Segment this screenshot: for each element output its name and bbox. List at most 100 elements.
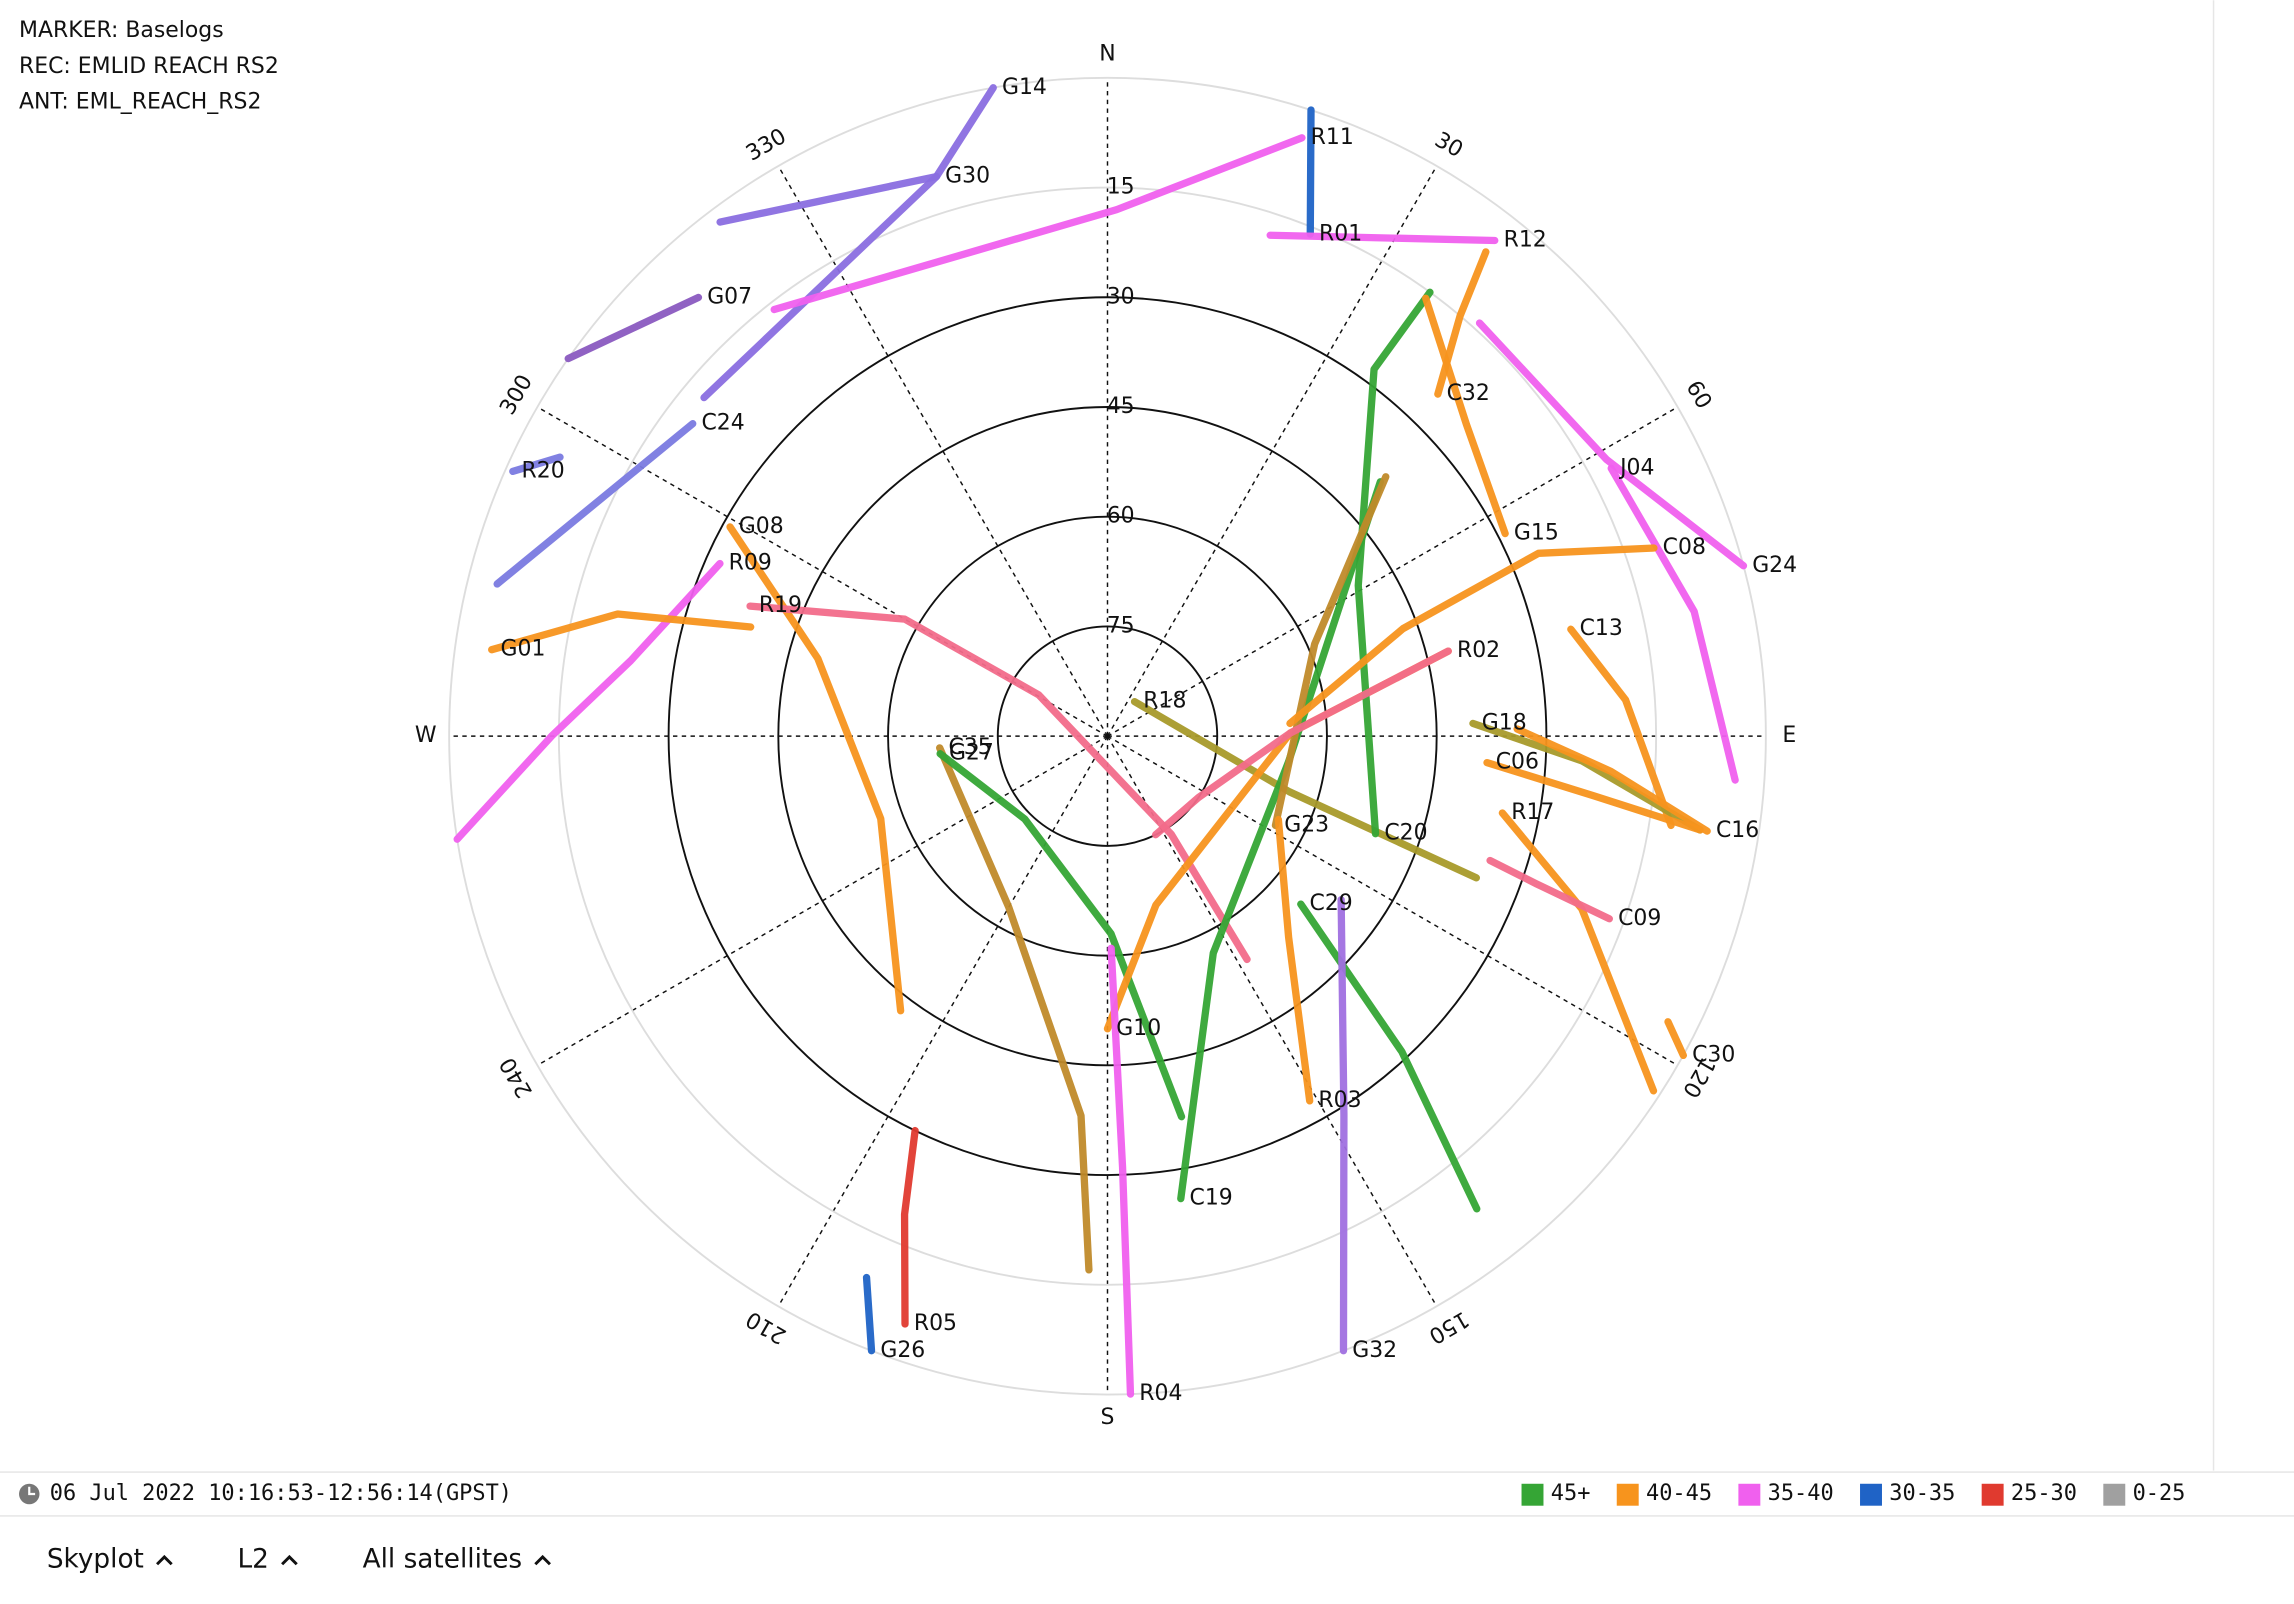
satellite-track — [453, 559, 724, 843]
elevation-ring — [667, 296, 1548, 1177]
satellite-track — [1664, 1018, 1687, 1060]
satellite-track — [700, 84, 997, 402]
satellite-label: G27 — [949, 741, 994, 766]
dropdown-label[interactable]: All satellites — [363, 1544, 523, 1574]
azimuth-label: E — [1782, 723, 1796, 748]
azimuth-label: 30 — [1430, 128, 1467, 164]
satellite-track — [1107, 944, 1135, 1398]
satellite-track — [936, 750, 1186, 1121]
satellite-label: R09 — [729, 551, 772, 576]
azimuth-label: S — [1101, 1405, 1115, 1430]
satellite-label: C29 — [1310, 891, 1353, 916]
satellite-label: R05 — [914, 1311, 957, 1336]
satellite-track — [488, 610, 755, 654]
satellite-label: R02 — [1457, 638, 1500, 663]
satellite-track — [746, 602, 1251, 964]
satellite-label: C09 — [1618, 906, 1661, 931]
satellite-label: R19 — [759, 593, 802, 618]
satellite-track — [509, 453, 564, 476]
legend-swatch — [1521, 1483, 1544, 1506]
dropdown[interactable]: Skyplot — [47, 1544, 173, 1574]
azimuth-label: 150 — [1424, 1306, 1473, 1349]
legend-label: 45+ — [1551, 1481, 1591, 1506]
azimuth-label: 60 — [1681, 377, 1717, 414]
satellite-track — [1475, 319, 1748, 570]
satellite-label: R01 — [1319, 221, 1362, 246]
legend-label: 30-35 — [1889, 1481, 1955, 1506]
satellite-track — [1177, 478, 1385, 1203]
satellite-label: G24 — [1752, 553, 1797, 578]
satellite-track — [1337, 896, 1348, 1355]
satellite-label: C08 — [1663, 535, 1706, 560]
chevron[interactable] — [534, 1554, 551, 1566]
satellite-track — [1274, 815, 1314, 1105]
legend-swatch — [1738, 1483, 1761, 1506]
satellite-label: R04 — [1139, 1381, 1182, 1406]
satellite-label: C19 — [1190, 1186, 1233, 1211]
satellite-label: C20 — [1384, 821, 1427, 846]
dropdown[interactable]: L2 — [238, 1544, 298, 1574]
satellite-label: C06 — [1496, 750, 1539, 775]
clock-icon — [19, 1483, 40, 1505]
satellite-label: R12 — [1504, 227, 1547, 252]
dropdown-label[interactable]: Skyplot — [47, 1544, 144, 1574]
satellite-track — [493, 420, 697, 588]
legend-label: 35-40 — [1768, 1481, 1834, 1506]
satellite-label: G18 — [1482, 710, 1527, 735]
horizon-circle — [448, 76, 1767, 1396]
header-line: MARKER: Baselogs — [19, 18, 224, 43]
satellite-label: C35 — [948, 735, 991, 760]
satellite-label: G15 — [1514, 521, 1559, 546]
satellite-label: C24 — [701, 411, 744, 436]
satellite-label: G01 — [501, 637, 546, 662]
satellite-track — [1483, 758, 1704, 834]
chevron[interactable] — [156, 1554, 173, 1566]
legend-label: 25-30 — [2011, 1481, 2077, 1506]
legend-swatch — [1860, 1483, 1882, 1506]
legend-swatch — [1616, 1483, 1639, 1506]
satellite-label: R18 — [1143, 689, 1186, 714]
satellite-track — [1607, 464, 1739, 784]
satellite-label: C16 — [1716, 818, 1759, 843]
satellite-track — [1354, 288, 1434, 838]
satellite-label: R03 — [1318, 1088, 1361, 1113]
elevation-label: 45 — [1107, 394, 1135, 419]
time-range: 06 Jul 2022 10:16:53-12:56:14(GPST) — [50, 1481, 512, 1506]
chevron[interactable] — [281, 1554, 298, 1566]
satellite-track — [564, 293, 703, 363]
dropdown-label[interactable]: L2 — [238, 1544, 269, 1574]
azimuth-label: W — [415, 723, 437, 748]
satellite-track — [1567, 625, 1675, 830]
satellite-label: R17 — [1511, 800, 1554, 825]
satellite-label: G10 — [1116, 1016, 1161, 1041]
legend-label: 0-25 — [2133, 1481, 2186, 1506]
satellite-track — [1151, 647, 1452, 839]
satellite-track — [716, 172, 941, 226]
satellite-label: C13 — [1580, 616, 1623, 641]
header-line: REC: EMLID REACH RS2 — [19, 54, 279, 79]
satellite-track — [1286, 544, 1658, 728]
azimuth-label: 210 — [742, 1306, 791, 1349]
satellite-track — [936, 744, 1093, 1274]
elevation-label: 15 — [1107, 175, 1135, 200]
elevation-label: 75 — [1107, 613, 1135, 638]
satellite-label: G23 — [1284, 812, 1329, 837]
dropdown[interactable]: All satellites — [363, 1544, 551, 1574]
satellite-label: G32 — [1352, 1338, 1397, 1363]
satellite-label: J04 — [1618, 455, 1654, 480]
satellite-track — [1513, 725, 1711, 835]
satellite-track — [1498, 809, 1658, 1095]
satellite-label: G30 — [945, 164, 990, 189]
satellite-label: C30 — [1692, 1042, 1735, 1067]
satellite-label: G26 — [880, 1338, 925, 1363]
satellite-track — [1306, 106, 1315, 238]
satellite-track — [862, 1273, 876, 1355]
satellite-label: G14 — [1002, 75, 1047, 100]
legend-label: 40-45 — [1646, 1481, 1712, 1506]
elevation-ring — [777, 406, 1438, 1067]
satellite-track — [1297, 900, 1481, 1213]
elevation-ring — [887, 515, 1328, 957]
legend-swatch — [1981, 1483, 2004, 1506]
satellite-track — [900, 1126, 919, 1328]
